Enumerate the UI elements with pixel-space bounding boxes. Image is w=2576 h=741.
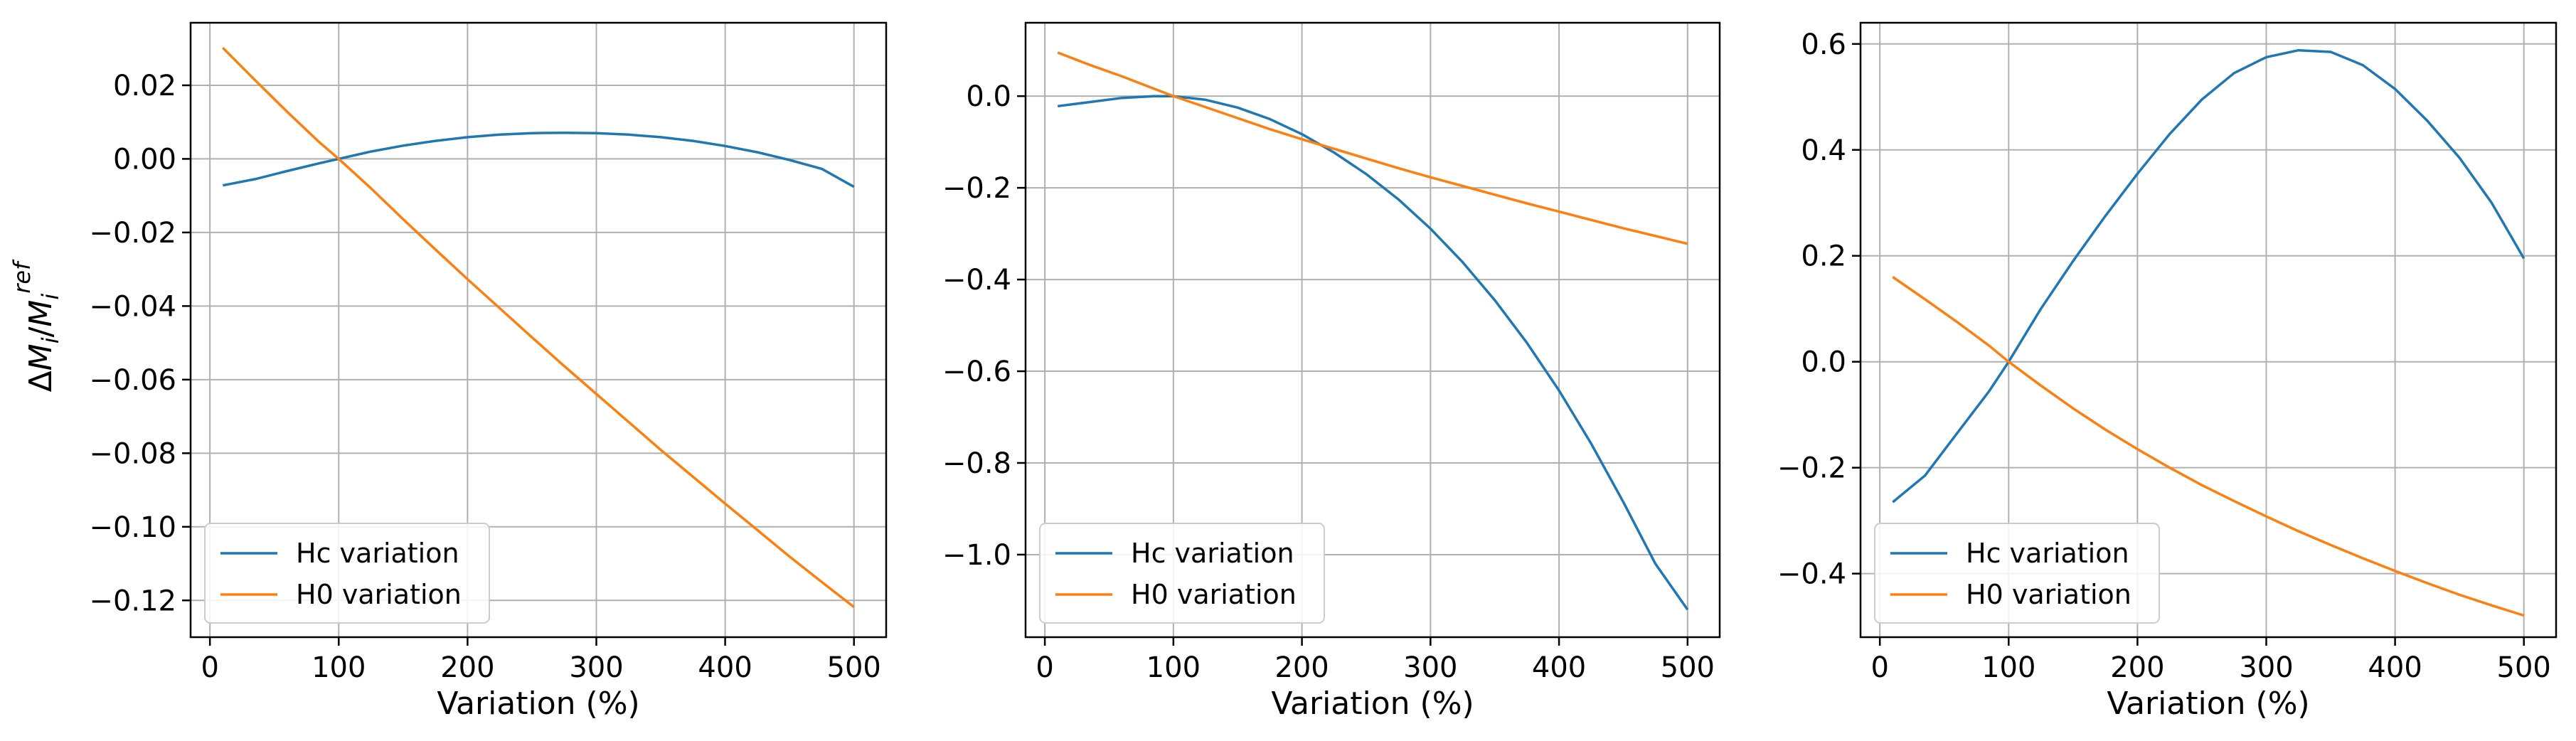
legend-box: [1874, 523, 2160, 624]
y-tick-label: −0.08: [89, 437, 176, 470]
x-tick-label: 300: [2239, 651, 2293, 684]
series-line-h0-variation: [222, 46, 855, 608]
x-axis-label: Variation (%): [437, 686, 639, 722]
y-tick-label: −0.8: [942, 447, 1011, 480]
y-tick-label: −0.10: [89, 511, 176, 544]
y-tick-label: −0.4: [942, 264, 1011, 297]
x-tick-label: 0: [1036, 651, 1053, 684]
x-tick-label: 200: [440, 651, 494, 684]
axes-frame: [1024, 21, 1721, 639]
series-line-hc-variation: [1057, 95, 1689, 611]
x-tick-label: 0: [201, 651, 218, 684]
legend-entry-hc-variation: Hc variation: [296, 538, 459, 569]
legend: Hc variation H0 variation: [1874, 523, 2160, 624]
x-tick-label: 100: [312, 651, 366, 684]
x-tick-label: 300: [1403, 651, 1457, 684]
x-axis-label: Variation (%): [1271, 686, 1474, 722]
series-line-hc-variation: [1892, 48, 2526, 503]
x-tick-label: 100: [1146, 651, 1201, 684]
x-tick-label: 500: [827, 651, 881, 684]
y-tick-label: −0.6: [942, 356, 1011, 388]
y-tick-label: −0.4: [1777, 558, 1846, 591]
legend-entry-h0-variation: H0 variation: [296, 579, 462, 610]
axes-frame: [189, 21, 888, 639]
y-tick-label: −1.0: [942, 539, 1011, 572]
x-tick-label: 400: [2368, 651, 2422, 684]
y-tick-label: 0.0: [1801, 346, 1846, 379]
legend-box: [204, 523, 490, 624]
x-tick-label: 200: [1274, 651, 1329, 684]
x-tick-label: 100: [1981, 651, 2035, 684]
legend-entry-h0-variation: H0 variation: [1131, 579, 1297, 610]
series-line-hc-variation: [222, 131, 855, 188]
chart-panel-2: 0 100 200 300 400 500 0.0 −0.2 −0.4 −0.6 −0.8 −1.0 V…: [942, 21, 1721, 722]
series-line-h0-variation: [1057, 51, 1688, 245]
y-tick-label: 0.6: [1801, 28, 1846, 61]
legend-entry-hc-variation: Hc variation: [1966, 538, 2129, 569]
y-tick-label: −0.06: [89, 364, 176, 397]
axes-frame: [1859, 21, 2558, 639]
x-tick-label: 500: [1661, 651, 1715, 684]
x-tick-label: 300: [569, 651, 623, 684]
y-tick-label: −0.12: [89, 585, 176, 617]
x-tick-label: 400: [698, 651, 752, 684]
series-line-h0-variation: [1892, 276, 2525, 617]
y-tick-label: −0.2: [942, 172, 1011, 205]
x-tick-label: 0: [1870, 651, 1888, 684]
x-axis-label: Variation (%): [2107, 686, 2309, 722]
legend: Hc variation H0 variation: [204, 523, 490, 624]
chart-panel-1: 0 100 200 300 400 500 0.02 0.00 −0.02 −0.04 −0.06 −…: [89, 21, 888, 722]
y-tick-label: −0.04: [89, 290, 176, 323]
legend-entry-h0-variation: H0 variation: [1966, 579, 2131, 610]
x-tick-label: 200: [2110, 651, 2164, 684]
legend: Hc variation H0 variation: [1039, 523, 1325, 624]
y-tick-label: 0.02: [113, 70, 176, 102]
chart-panel-3: 0 100 200 300 400 500 0.6 0.4 0.2 0.0 −0.2 −0.4 Vari…: [1777, 21, 2558, 722]
y-tick-label: −0.02: [89, 217, 176, 250]
x-tick-label: 500: [2497, 651, 2551, 684]
legend-entry-hc-variation: Hc variation: [1131, 538, 1294, 569]
y-tick-label: −0.2: [1777, 452, 1846, 485]
y-tick-label: 0.00: [113, 143, 176, 176]
y-tick-label: 0.4: [1801, 134, 1846, 167]
x-tick-label: 400: [1532, 651, 1586, 684]
y-tick-label: 0.0: [966, 80, 1011, 113]
legend-box: [1039, 523, 1325, 624]
y-tick-label: 0.2: [1801, 240, 1846, 273]
y-axis-label: ΔMi/Miref: [9, 259, 64, 393]
